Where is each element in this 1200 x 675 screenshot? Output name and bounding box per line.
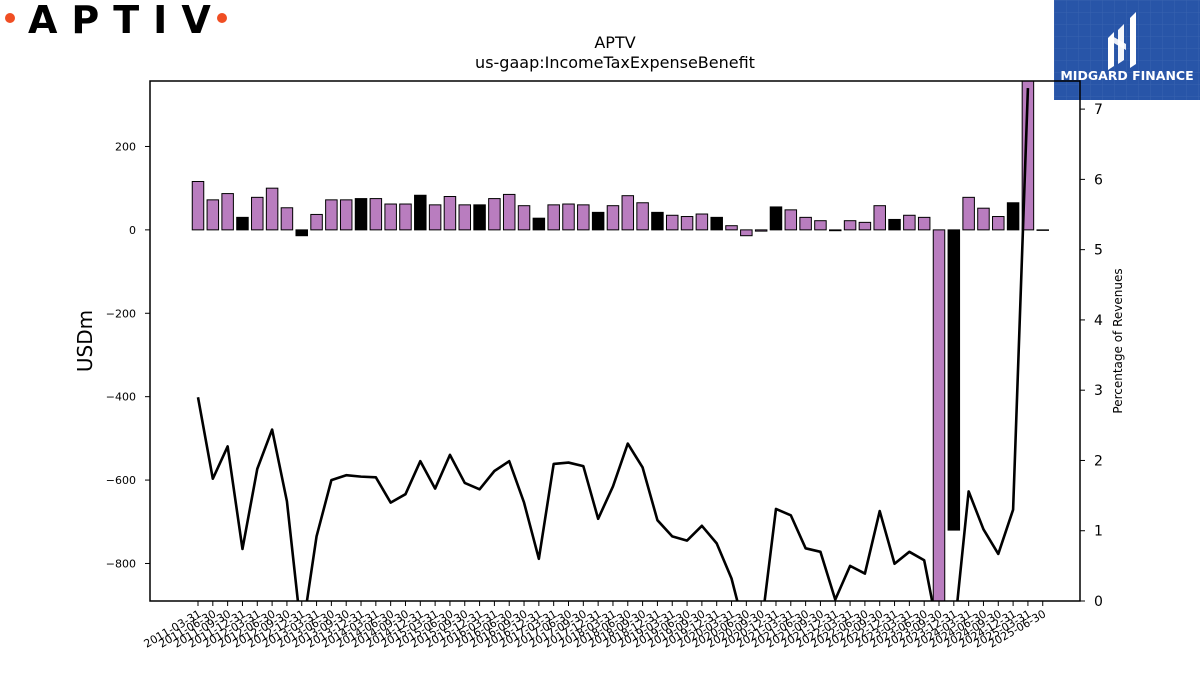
aptiv-logo: APTIV: [0, 0, 240, 42]
bar-2018-03-31: [606, 205, 620, 231]
bar-2011-12-31: [236, 216, 249, 231]
bar-2019-12-31: [710, 216, 723, 231]
midgard-finance-badge: MIDGARD FINANCE: [1054, 0, 1200, 100]
bar-2023-03-31: [903, 214, 916, 231]
logo-dot-right: [217, 13, 227, 23]
bar-2021-06-30: [799, 216, 812, 231]
percentage-line: [196, 87, 1030, 601]
bar-2019-03-31: [665, 214, 679, 231]
chart-subtitle: us-gaap:IncomeTaxExpenseBenefit: [475, 53, 755, 72]
badge-background: [1054, 0, 1200, 100]
y2-tick-label: 3: [1094, 383, 1103, 399]
x-axis-ticks: 2011-03-312011-06-302011-09-302011-12-31…: [142, 601, 1048, 651]
bar-2020-09-30: [754, 229, 768, 232]
bar-2021-12-31: [829, 229, 842, 232]
y2-tick-label: 7: [1094, 102, 1103, 118]
y-axis-label: USDm: [73, 310, 97, 372]
y-axis-ticks: 200 0 −200 −400 −600 −800: [106, 140, 150, 570]
y-tick-label: −200: [106, 307, 136, 320]
y2-tick-label: 2: [1094, 453, 1103, 469]
bar-2020-12-31: [769, 206, 783, 231]
bar-series: [191, 80, 1049, 602]
bar-2016-12-31: [532, 217, 546, 231]
bar-2011-09-30: [221, 193, 234, 231]
y2-axis-ticks: 0 1 2 3 4 5 6 7: [1080, 102, 1103, 610]
midgard-mark-icon: [1108, 12, 1136, 70]
bar-2021-09-30: [814, 220, 827, 231]
bar-2014-06-30: [384, 203, 397, 231]
y2-axis-label: Percentage of Revenues: [1111, 268, 1125, 413]
bar-2020-03-31: [725, 225, 738, 231]
bar-2015-06-30: [443, 196, 457, 231]
bar-2018-12-31: [651, 211, 664, 231]
bar-2022-12-31: [888, 218, 901, 231]
bar-2011-06-30: [206, 199, 220, 231]
y2-tick-label: 1: [1094, 524, 1103, 540]
badge-name: MIDGARD FINANCE: [1060, 68, 1194, 83]
bar-2023-06-30: [917, 216, 931, 231]
bar-2016-09-30: [517, 205, 531, 231]
bar-2015-03-31: [428, 204, 442, 231]
bar-2014-12-31: [414, 194, 427, 231]
bar-2024-12-31: [1006, 202, 1020, 231]
bar-2013-03-31: [310, 213, 323, 231]
y-tick-label: −800: [106, 557, 136, 570]
bar-2012-12-31: [295, 229, 308, 237]
bar-2013-06-30: [325, 199, 338, 231]
bar-2022-03-31: [843, 220, 857, 231]
bar-2022-09-30: [873, 205, 886, 231]
bar-2019-06-30: [680, 216, 694, 231]
line-series: [196, 87, 1030, 601]
y-tick-label: 200: [115, 140, 136, 153]
bar-2014-09-30: [399, 203, 412, 231]
y-tick-label: −400: [106, 391, 136, 404]
bar-2012-03-31: [251, 196, 264, 231]
y2-tick-label: 0: [1094, 594, 1103, 610]
plot-frame: [149, 80, 1081, 602]
y2-tick-label: 4: [1094, 313, 1103, 329]
bar-2015-09-30: [458, 204, 472, 231]
bar-2020-06-30: [740, 229, 753, 237]
y-tick-label: −600: [106, 474, 136, 487]
bar-2024-09-30: [992, 216, 1005, 231]
bar-2018-06-30: [621, 195, 635, 231]
bar-2017-03-31: [547, 204, 560, 231]
bar-2014-03-31: [369, 198, 383, 231]
bar-2025-06-30: [1036, 229, 1049, 231]
bar-2023-09-30: [932, 229, 946, 602]
bar-2018-09-30: [636, 202, 649, 231]
y2-tick-label: 5: [1094, 243, 1103, 259]
chart-title: APTV: [594, 33, 635, 52]
bar-2012-09-30: [280, 207, 294, 231]
logo-text: APTIV: [28, 0, 225, 42]
bar-2011-03-31: [191, 181, 205, 231]
bar-2012-06-30: [265, 187, 279, 231]
bar-2015-12-31: [473, 204, 486, 231]
bar-2021-03-31: [784, 209, 798, 231]
bar-2024-06-30: [977, 207, 990, 231]
bar-2013-12-31: [354, 198, 368, 231]
bar-2022-06-30: [858, 221, 872, 231]
bar-2013-09-30: [339, 199, 353, 231]
bar-2017-06-30: [562, 203, 575, 231]
bar-2016-03-31: [488, 198, 501, 231]
logo-dot-left: [5, 13, 15, 23]
bar-2019-09-30: [695, 213, 709, 231]
bar-2017-09-30: [577, 204, 590, 231]
bar-2023-12-31: [947, 229, 961, 531]
y2-tick-label: 6: [1094, 172, 1103, 188]
bar-2017-12-31: [591, 211, 605, 231]
bar-2024-03-31: [962, 196, 975, 231]
y-tick-label: 0: [129, 224, 136, 237]
bar-2016-06-30: [502, 193, 516, 231]
